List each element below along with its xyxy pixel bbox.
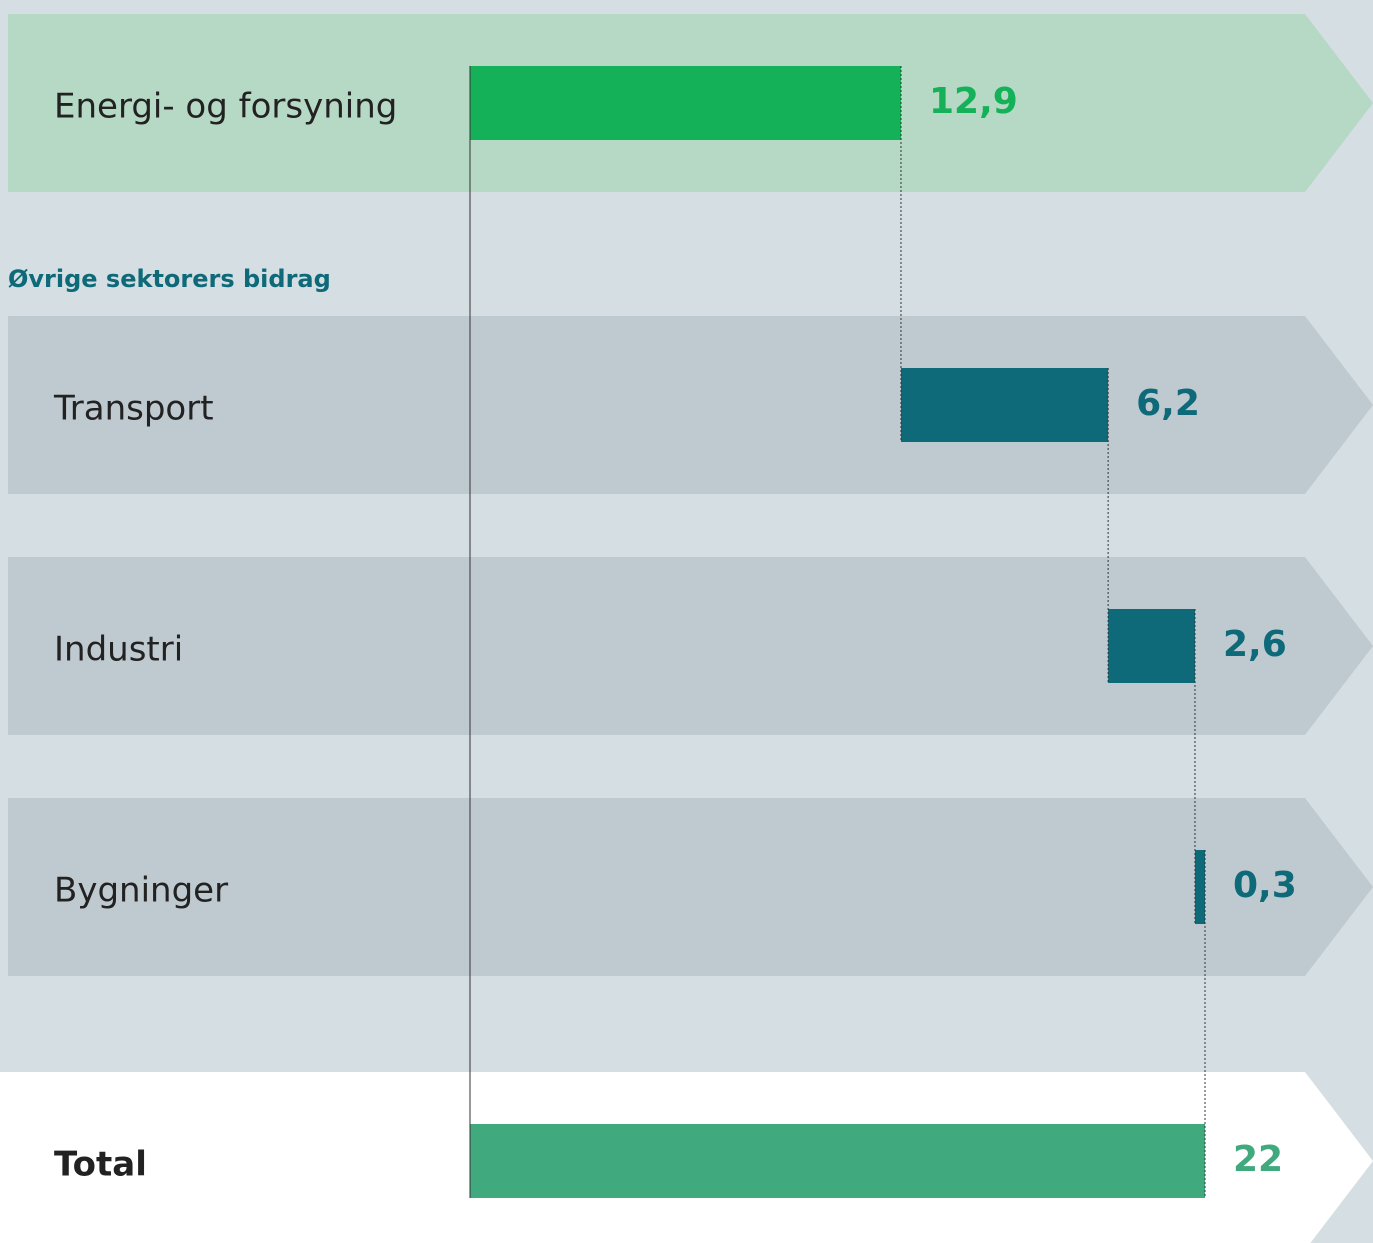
bar [470, 1124, 1205, 1198]
category-label: Energi- og forsyning [54, 87, 397, 127]
value-label: 6,2 [1136, 383, 1200, 424]
category-label: Transport [53, 389, 214, 429]
value-label: 12,9 [929, 81, 1018, 122]
bar [1194, 850, 1205, 924]
value-label: 0,3 [1233, 865, 1297, 906]
bar [1108, 609, 1195, 683]
value-label: 2,6 [1223, 624, 1287, 665]
row-band [8, 316, 1373, 494]
category-label: Total [54, 1145, 147, 1185]
category-label: Industri [54, 630, 183, 670]
value-label: 22 [1233, 1139, 1283, 1180]
section-label: Øvrige sektorers bidrag [8, 265, 331, 293]
row-band [8, 557, 1373, 735]
bar [470, 66, 901, 140]
bar [900, 368, 1109, 442]
category-label: Bygninger [54, 871, 228, 911]
row-band [8, 798, 1373, 976]
